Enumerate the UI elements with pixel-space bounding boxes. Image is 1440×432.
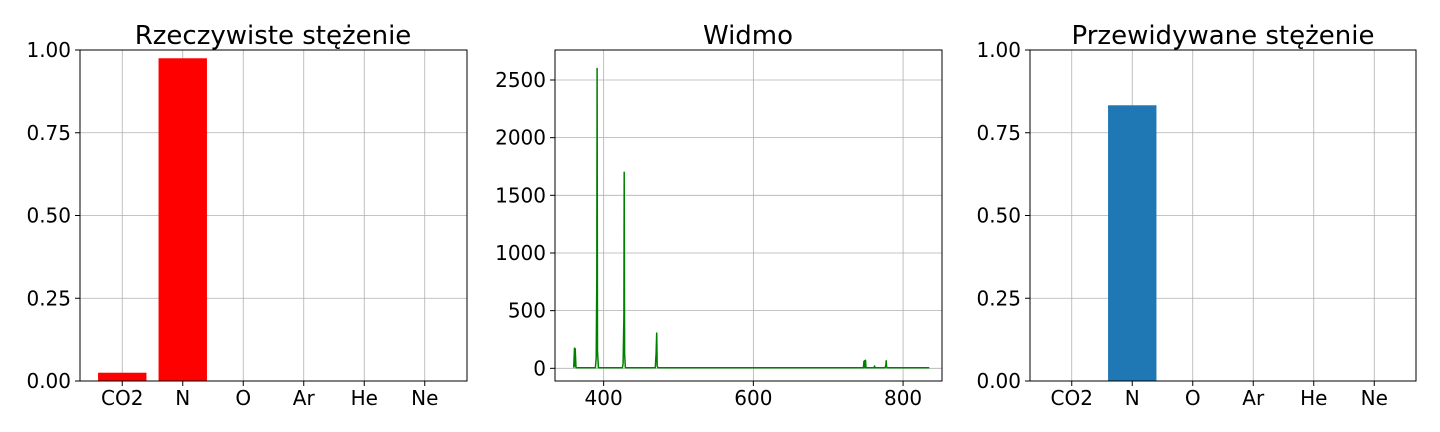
y-tick-label: 2500 [495, 68, 546, 92]
x-tick-label: O [1185, 386, 1201, 410]
x-tick-label: Ne [411, 386, 438, 410]
spectrum-line [572, 67, 930, 369]
y-tick-label: 0.50 [976, 204, 1021, 228]
chart-title-spectrum: Widmo [703, 21, 793, 51]
bar-n [158, 58, 207, 382]
plot-frame [554, 49, 943, 382]
x-tick-label: He [1300, 386, 1327, 410]
x-tick-label: N [175, 386, 190, 410]
y-tick-label: 1.00 [26, 38, 71, 62]
y-tick-label: 1500 [495, 183, 546, 207]
y-tick-label: 1.00 [976, 38, 1021, 62]
y-tick-label: 2000 [495, 126, 546, 150]
y-tick-label: 0.25 [976, 286, 1021, 310]
y-tick-label: 0.00 [976, 369, 1021, 393]
y-tick-label: 0.75 [976, 121, 1021, 145]
x-tick-label: Ar [1242, 386, 1265, 410]
panel-actual-concentration: Rzeczywiste stężenie CO2 N O Ar He Ne 0.00 0.25… [26, 21, 468, 410]
x-tick-label: 800 [884, 386, 922, 410]
bar-co2 [98, 372, 147, 381]
y-tick-label: 500 [508, 299, 546, 323]
x-tick-label: N [1125, 386, 1140, 410]
x-tick-label: 600 [734, 386, 772, 410]
plot-frame [79, 49, 468, 382]
x-tick-label: CO2 [101, 386, 143, 410]
chart-title-predicted-concentration: Przewidywane stężenie [1072, 21, 1375, 51]
y-tick-label: 0.25 [26, 286, 71, 310]
y-tick-label: 0 [533, 356, 546, 380]
y-tick-label: 0.50 [26, 204, 71, 228]
y-tick-label: 0.00 [26, 369, 71, 393]
x-tick-label: Ne [1361, 386, 1388, 410]
y-tick-label: 1000 [495, 241, 546, 265]
x-tick-label: Ar [293, 386, 316, 410]
x-tick-label: 400 [585, 386, 623, 410]
panel-predicted-concentration: Przewidywane stężenie CO2 N O Ar He Ne 0.00 0.2… [976, 21, 1417, 410]
x-tick-label: CO2 [1051, 386, 1093, 410]
bar-n [1108, 105, 1157, 381]
panel-spectrum: Widmo 400 600 800 0 500 1000 1500 2000 2500 [495, 21, 943, 410]
x-tick-label: O [235, 386, 251, 410]
y-tick-label: 0.75 [26, 121, 71, 145]
x-tick-label: He [351, 386, 378, 410]
plot-frame [1029, 49, 1417, 382]
chart-title-actual-concentration: Rzeczywiste stężenie [135, 21, 412, 51]
